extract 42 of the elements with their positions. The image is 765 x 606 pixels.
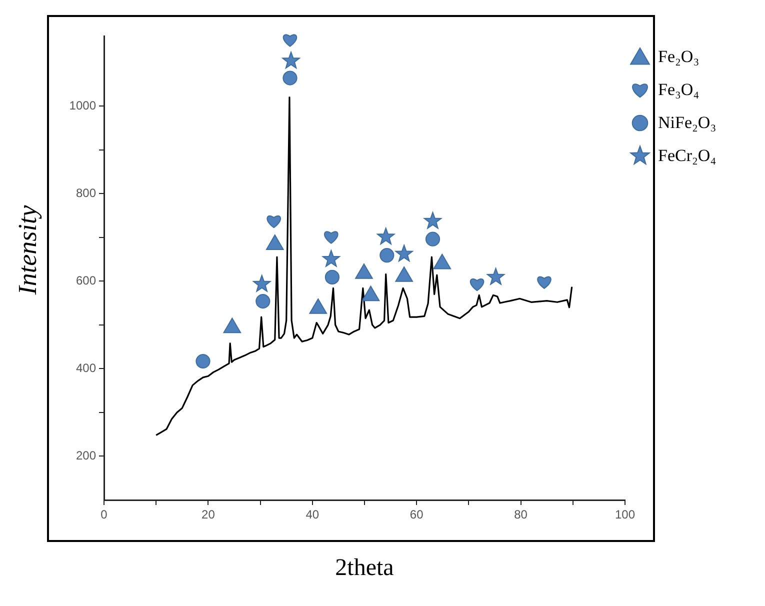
legend-label: NiFe₂O₃ (658, 112, 716, 132)
y-tick-label: 400 (76, 360, 96, 375)
point (376, 228, 395, 245)
x-axis-title: 2theta (334, 555, 395, 582)
point (322, 250, 340, 267)
legend-label: Fe₃O₄ (658, 80, 700, 100)
point (282, 52, 300, 69)
x-tick-label: 100 (614, 508, 636, 522)
point (252, 274, 271, 292)
point (282, 34, 298, 47)
x-tick-label: 60 (410, 508, 424, 522)
point (324, 231, 338, 244)
x-tick-label: 20 (202, 508, 216, 522)
point (256, 294, 270, 309)
legend-label: FeCr₂O₄ (658, 146, 716, 166)
y-tick-label: 1000 (69, 98, 96, 112)
point (282, 70, 298, 86)
point (380, 248, 394, 263)
y-axis-title: Intensity (13, 205, 43, 295)
point (223, 318, 242, 334)
point (424, 212, 442, 229)
point (266, 215, 281, 228)
y-tick-label: 800 (76, 186, 96, 200)
point (433, 254, 452, 270)
point (324, 270, 340, 284)
y-tick-label: 600 (76, 273, 96, 288)
point (537, 276, 552, 289)
point (425, 232, 440, 246)
x-tick-label: 40 (306, 508, 320, 522)
point (486, 268, 505, 285)
x-tick-label: 80 (514, 508, 528, 522)
point (362, 286, 380, 302)
point (309, 298, 328, 314)
point (395, 266, 413, 282)
point (196, 354, 210, 369)
point (470, 278, 484, 292)
point (395, 244, 413, 262)
x-tick-label: 0 (100, 508, 108, 522)
point (355, 263, 373, 279)
legend-label: Fe₂O₃ (658, 46, 700, 66)
point (266, 234, 284, 250)
y-tick-label: 200 (76, 448, 96, 463)
